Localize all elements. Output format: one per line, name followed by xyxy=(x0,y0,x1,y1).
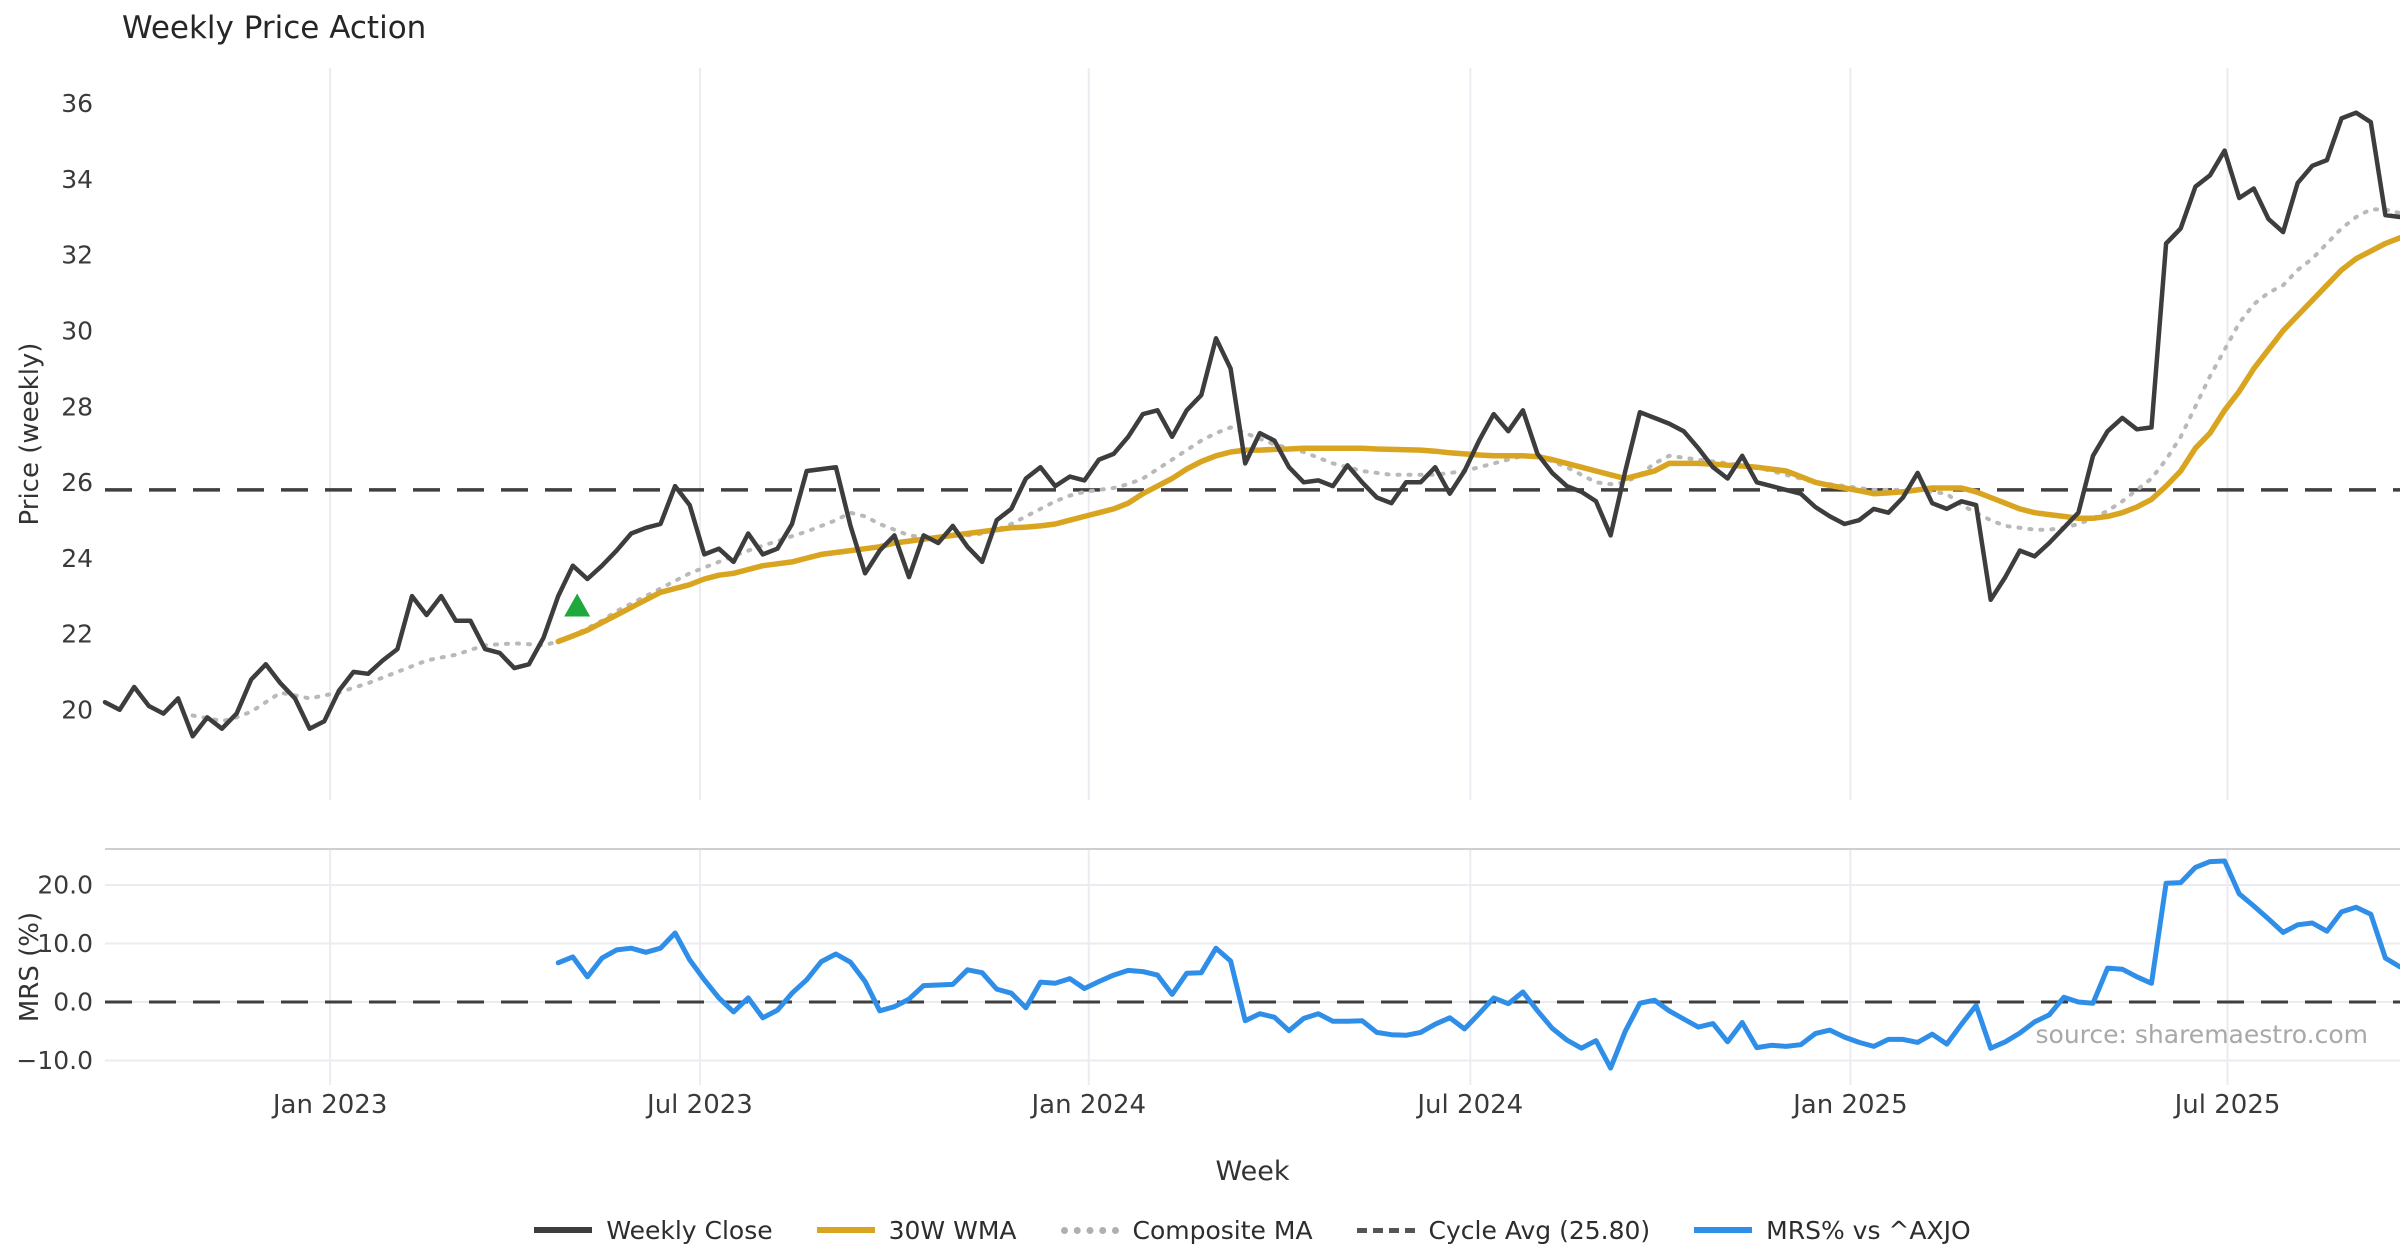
legend-item: Weekly Close xyxy=(534,1215,773,1245)
source-note: source: sharemaestro.com xyxy=(2035,1020,2369,1049)
price-axis-title: Price (weekly) xyxy=(15,343,45,526)
mrs-y-tick-label: 0.0 xyxy=(53,988,93,1017)
x-axis-title: Week xyxy=(1216,1156,1290,1187)
legend-item: 30W WMA xyxy=(816,1215,1017,1245)
chart-title: Weekly Price Action xyxy=(122,10,427,46)
mrs-y-tick-label: 20.0 xyxy=(37,871,93,900)
legend-item: MRS% vs ^AXJO xyxy=(1694,1216,1971,1245)
x-tick-label: Jan 2023 xyxy=(271,1090,388,1120)
x-tick-label: Jan 2025 xyxy=(1791,1090,1908,1120)
chart-legend: Weekly Close 30W WMA Composite MA Cycle Avg… xyxy=(105,1205,2400,1255)
x-tick-label: Jul 2024 xyxy=(1415,1090,1523,1120)
weekly-close-line xyxy=(102,110,2400,739)
legend-label: Weekly Close xyxy=(606,1215,773,1245)
legend-swatch-solid-icon xyxy=(534,1227,593,1233)
price-y-tick-label: 22 xyxy=(61,620,93,649)
price-y-tick-label: 32 xyxy=(61,241,93,270)
mrs-y-tick-label: −10.0 xyxy=(16,1046,93,1075)
mrs-y-tick-label: 10.0 xyxy=(37,929,93,958)
legend-label: 30W WMA xyxy=(888,1215,1017,1245)
legend-item: Composite MA xyxy=(1060,1215,1313,1245)
legend-label: MRS% vs ^AXJO xyxy=(1766,1215,1971,1245)
wma-30w-line xyxy=(555,235,2400,645)
price-y-tick-label: 30 xyxy=(61,316,93,345)
legend-item: Cycle Avg (25.80) xyxy=(1356,1215,1651,1245)
price-y-tick-label: 20 xyxy=(61,696,93,725)
x-tick-label: Jan 2024 xyxy=(1030,1090,1147,1120)
buy-signal-triangle-icon xyxy=(564,593,591,617)
legend-label: Cycle Avg (25.80) xyxy=(1428,1215,1651,1245)
price-y-tick-label: 24 xyxy=(61,544,93,573)
price-y-tick-label: 26 xyxy=(61,468,93,497)
price-y-tick-label: 34 xyxy=(61,165,93,194)
mrs-line xyxy=(555,858,2400,1071)
price-y-tick-label: 36 xyxy=(61,89,93,118)
legend-label: Composite MA xyxy=(1132,1215,1313,1245)
price-y-tick-label: 28 xyxy=(61,392,93,421)
x-tick-label: Jul 2025 xyxy=(2173,1090,2281,1120)
composite-ma-line xyxy=(190,207,2400,724)
legend-swatch-solid-icon xyxy=(1694,1227,1753,1233)
x-tick-label: Jul 2023 xyxy=(645,1090,753,1120)
mrs-axis-title: MRS (%) xyxy=(15,912,45,1022)
legend-swatch-dotted-icon xyxy=(1060,1226,1119,1234)
legend-swatch-dashed-icon xyxy=(1356,1227,1415,1233)
legend-swatch-solid-icon xyxy=(816,1227,875,1233)
